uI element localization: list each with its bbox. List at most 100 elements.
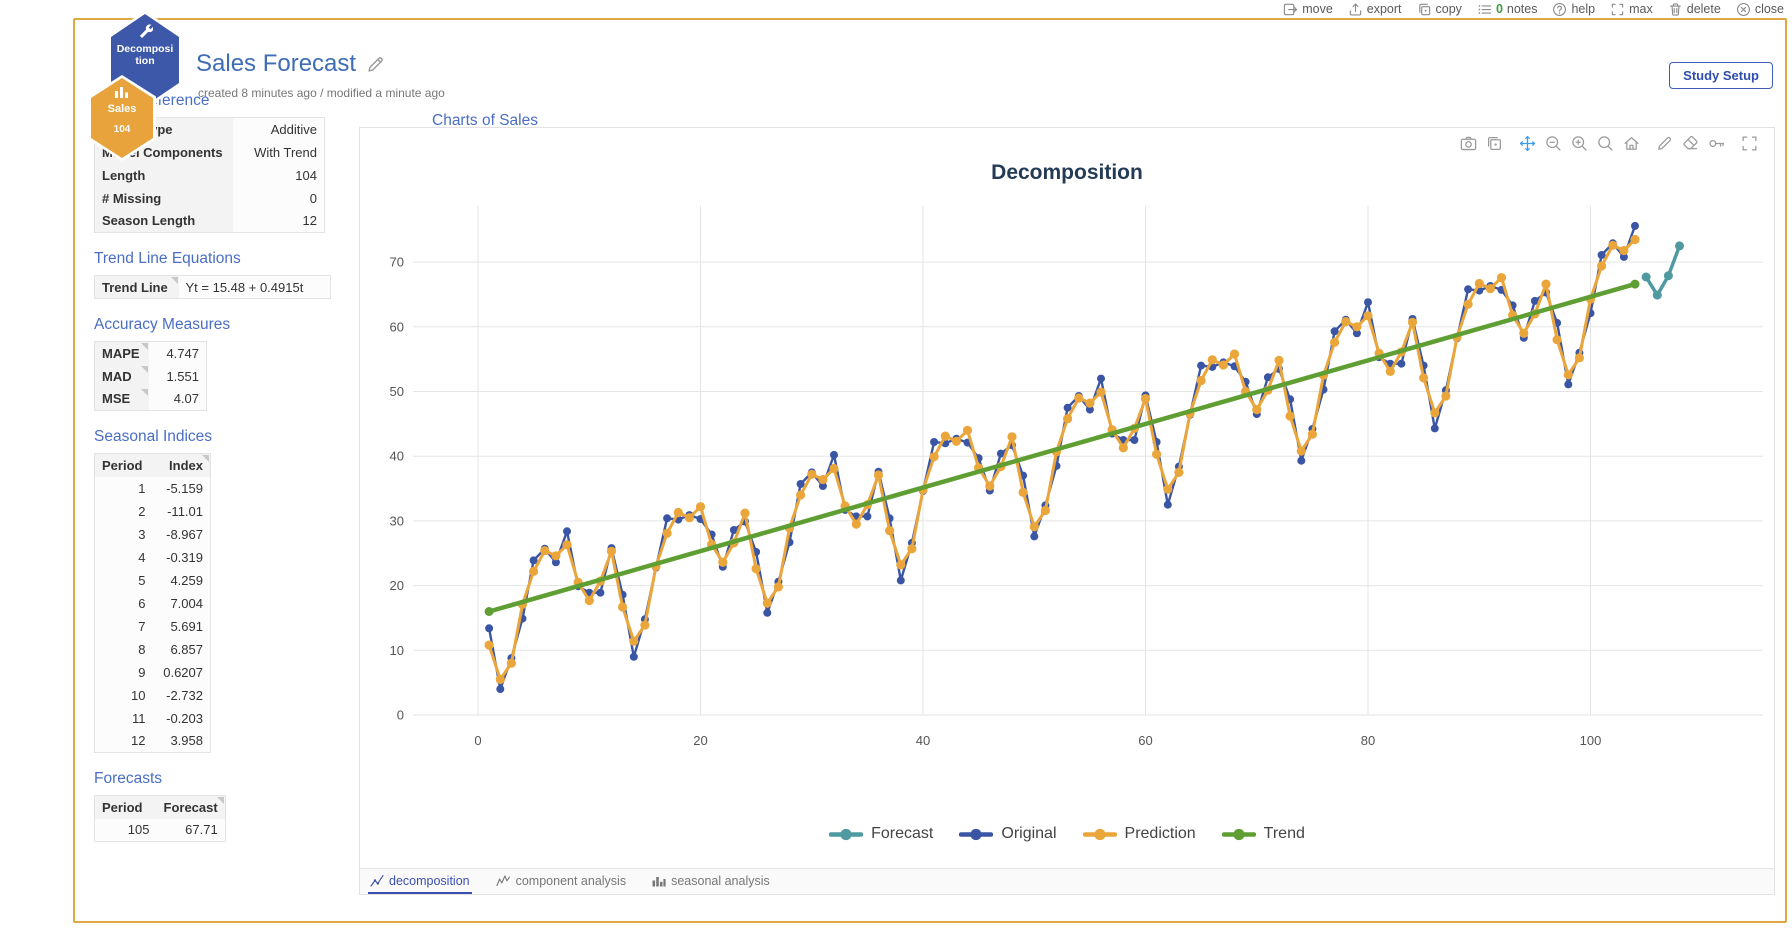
seasonal-indices-table: Period Index 1 -5.159 2 -11.01 3 -8.967 4 -0.319 5… bbox=[94, 453, 211, 753]
chart-tool-copy-chart-icon[interactable] bbox=[1486, 135, 1503, 152]
table-cell: 0 bbox=[232, 186, 325, 210]
table-cell: 4.07 bbox=[148, 387, 207, 411]
table-cell: -0.203 bbox=[152, 706, 211, 730]
legend-item-original[interactable]: Original bbox=[959, 825, 1057, 843]
seasonal-index-row: 4 -0.319 bbox=[94, 545, 211, 569]
accuracy-row: MAPE 4.747 bbox=[94, 341, 207, 365]
table-cell: 11 bbox=[94, 706, 153, 730]
table-cell: MAD bbox=[94, 364, 149, 388]
study-setup-button[interactable]: Study Setup bbox=[1669, 62, 1773, 89]
tab-component-icon bbox=[496, 874, 511, 887]
chart-tool-key-icon[interactable] bbox=[1708, 135, 1725, 152]
legend-item-trend[interactable]: Trend bbox=[1221, 825, 1305, 843]
tab-component-analysis[interactable]: component analysis bbox=[494, 869, 628, 894]
chart-title: Decomposition bbox=[991, 161, 1143, 184]
toolbar-label: export bbox=[1366, 2, 1402, 16]
legend-item-forecast[interactable]: Forecast bbox=[829, 825, 933, 843]
tab-seasonal-analysis[interactable]: seasonal analysis bbox=[650, 869, 772, 894]
svg-text:70: 70 bbox=[390, 255, 404, 270]
toolbar-label: copy bbox=[1435, 2, 1462, 16]
tab-seasonal-icon bbox=[652, 874, 666, 887]
chart-tool-draw-icon[interactable] bbox=[1656, 135, 1673, 152]
table-cell: -8.967 bbox=[152, 522, 211, 546]
column-header: Period bbox=[94, 795, 157, 819]
chart-tool-home-icon[interactable] bbox=[1623, 135, 1640, 152]
toolbar-delete-button[interactable]: delete bbox=[1668, 2, 1721, 17]
column-header: Forecast bbox=[156, 795, 226, 819]
table-cell: 3.958 bbox=[152, 729, 211, 753]
tab-label: decomposition bbox=[389, 873, 470, 888]
quick-reference-row: Length 104 bbox=[94, 163, 325, 187]
tab-decomposition[interactable]: decomposition bbox=[368, 869, 472, 894]
legend-label: Trend bbox=[1263, 825, 1305, 842]
svg-text:20: 20 bbox=[693, 733, 707, 748]
chart-tool-box-zoom-icon[interactable] bbox=[1597, 135, 1614, 152]
close-icon bbox=[1736, 2, 1751, 17]
toolbar-export-button[interactable]: export bbox=[1348, 2, 1402, 17]
notes-count: 0 bbox=[1495, 2, 1503, 16]
chart-toolbar-group bbox=[1656, 135, 1725, 152]
svg-text:10: 10 bbox=[390, 643, 404, 658]
toolbar-notes-button[interactable]: 0 notes bbox=[1477, 2, 1538, 17]
toolbar-label: help bbox=[1571, 2, 1596, 16]
study-panel: Sales Forecast created 8 minutes ago / m… bbox=[73, 11, 1787, 923]
legend-marker bbox=[959, 828, 994, 841]
toolbar-label: notes bbox=[1506, 2, 1538, 16]
forecasts-table: Period Forecast 105 67.71 bbox=[94, 795, 226, 842]
table-cell: 12 bbox=[232, 209, 325, 233]
toolbar-copy-button[interactable]: copy bbox=[1417, 2, 1462, 17]
chart-section-heading: Charts of Sales bbox=[432, 112, 538, 129]
table-cell: 105 bbox=[94, 818, 157, 842]
cell-corner-marker bbox=[140, 343, 148, 350]
study-timestamps: created 8 minutes ago / modified a minut… bbox=[198, 86, 445, 100]
decomposition-plot[interactable]: 0 10 20 30 40 50 60 70 0 20 40 60 80 100 bbox=[360, 128, 1776, 818]
plot-axis-labels: 0 10 20 30 40 50 60 70 0 20 40 60 80 100 bbox=[390, 255, 1602, 748]
chart-tool-fullscreen-icon[interactable] bbox=[1741, 135, 1758, 152]
table-cell: 8 bbox=[94, 637, 153, 661]
accuracy-row: MSE 4.07 bbox=[94, 387, 207, 411]
toolbar-max-button[interactable]: max bbox=[1610, 2, 1653, 17]
legend-label: Prediction bbox=[1124, 825, 1196, 842]
svg-text:100: 100 bbox=[1580, 733, 1602, 748]
column-header: Index bbox=[152, 453, 211, 477]
toolbar-label: move bbox=[1302, 2, 1333, 16]
svg-text:20: 20 bbox=[390, 578, 404, 593]
series-original bbox=[485, 221, 1639, 694]
edit-title-icon[interactable] bbox=[366, 55, 385, 74]
seasonal-index-row: 3 -8.967 bbox=[94, 522, 211, 546]
chart-tool-zoom-in-icon[interactable] bbox=[1571, 135, 1588, 152]
svg-text:80: 80 bbox=[1361, 733, 1375, 748]
chart-tool-erase-icon[interactable] bbox=[1682, 135, 1699, 152]
wrench-icon bbox=[138, 23, 153, 38]
trend-line-row: Trend Line Yt = 15.48 + 0.4915t bbox=[94, 275, 331, 299]
table-cell: -0.319 bbox=[152, 545, 211, 569]
bar-chart-icon bbox=[115, 87, 129, 98]
toolbar-help-button[interactable]: help bbox=[1552, 2, 1595, 17]
table-cell: 1.551 bbox=[148, 364, 207, 388]
accuracy-measures-table: MAPE 4.747 MAD 1.551 MSE 4.07 bbox=[94, 341, 207, 411]
tab-label: component analysis bbox=[515, 873, 627, 888]
table-cell: 0.6207 bbox=[152, 660, 211, 684]
seasonal-index-row: 10 -2.732 bbox=[94, 683, 211, 707]
results-sidebar: Quick Reference Model TypeAdditiveModel … bbox=[94, 92, 344, 859]
page-title: Sales Forecast bbox=[196, 50, 357, 77]
data-hexagon-count: 104 bbox=[113, 124, 131, 135]
cell-corner-marker bbox=[202, 455, 209, 462]
legend-item-prediction[interactable]: Prediction bbox=[1082, 825, 1196, 843]
accuracy-measures-heading: Accuracy Measures bbox=[94, 316, 231, 333]
table-cell: Yt = 15.48 + 0.4915t bbox=[178, 275, 331, 299]
table-cell: Season Length bbox=[94, 209, 233, 233]
toolbar-close-button[interactable]: close bbox=[1736, 2, 1784, 17]
chart-tool-camera-icon[interactable] bbox=[1460, 135, 1477, 152]
accuracy-row: MAD 1.551 bbox=[94, 364, 207, 388]
seasonal-index-row: 8 6.857 bbox=[94, 637, 211, 661]
toolbar-move-button[interactable]: move bbox=[1283, 2, 1333, 17]
table-cell: 2 bbox=[94, 499, 153, 523]
table-cell: 5.691 bbox=[152, 614, 211, 638]
chart-tool-pan-icon[interactable] bbox=[1519, 135, 1536, 152]
quick-reference-row: Model Components With Trend bbox=[94, 140, 325, 164]
trend-line-heading: Trend Line Equations bbox=[94, 250, 241, 267]
chart-tool-zoom-out-icon[interactable] bbox=[1545, 135, 1562, 152]
toolbar-label: max bbox=[1629, 2, 1653, 16]
